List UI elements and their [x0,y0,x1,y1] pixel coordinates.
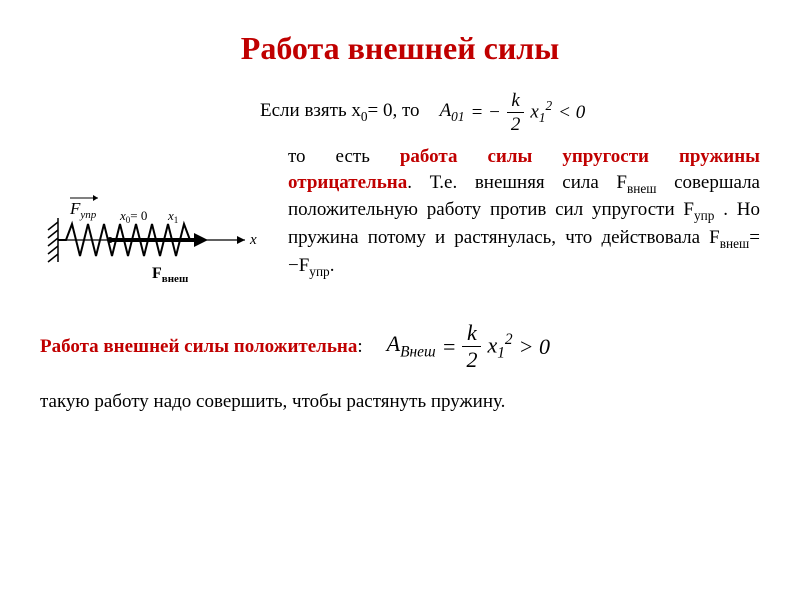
diagram-svg: x Fупр x0= 0 x1 Fвнеш [40,174,260,304]
conclusion-text: такую работу надо совершить, чтобы растя… [40,391,760,413]
eq-a01-A: A [440,100,452,121]
f-vnesh-label: Fвнеш [152,265,188,285]
p1e-sub: внеш [720,236,750,251]
lead-part1: Если взять x [260,100,361,121]
eq-av-den: 2 [462,349,481,371]
equation-a01: A01 = − k 2 x12 < 0 [440,91,586,134]
eq-a01-xvar: x [530,102,538,123]
eq-a01-xsup: 2 [545,98,552,113]
axis-label: x [249,232,257,248]
colon: : [357,336,362,357]
eq-av-xsup: 2 [505,331,513,348]
spring-diagram: x Fупр x0= 0 x1 Fвнеш [40,144,260,304]
x1-label: x1 [167,208,178,225]
eq-av-frac: k 2 [462,322,481,371]
eq-a01-x: x12 [530,98,552,126]
p1f-sub: упр [309,264,329,279]
lead-text: Если взять x0= 0, то [260,100,420,125]
p1g: . [330,255,335,276]
paragraph: то есть работа силы упругости пружины от… [288,144,760,304]
positive-work-row: Работа внешней силы положительна: AВнеш … [40,322,760,371]
eq-av-x: x12 [487,331,512,363]
eq-a01-frac: k 2 [507,91,525,134]
eq-a01-den: 2 [507,115,525,134]
eq-a01-cmp: < 0 [558,102,585,124]
eq-av-sub: Внеш [400,344,436,361]
force-arrowhead-icon [194,233,208,247]
p1c-sub: внеш [627,180,657,195]
wall-icon [48,218,58,262]
lead-sub: 0 [361,109,368,124]
page-title: Работа внешней силы [40,30,760,67]
eq-av-A: A [387,331,400,356]
origin-dot-icon [107,237,113,243]
lead-tail: = 0, то [368,100,420,121]
body-row: x Fупр x0= 0 x1 Fвнеш [40,144,760,304]
fracline-icon [507,112,525,113]
eq-av-xvar: x [487,332,497,357]
p1a: то есть [288,146,400,167]
positive-work-label: Работа внешней силы положительна: [40,336,363,358]
positive-work-text: Работа внешней силы положительна [40,336,357,357]
eq-av-num: k [463,322,481,344]
f-upr-label: Fупр [69,199,97,221]
eq-a01-lhs: A01 [440,100,465,125]
eq-av-lhs: AВнеш [387,331,436,361]
vector-bar-arrow-icon [93,195,98,201]
eq-a01-sub: 01 [451,109,464,124]
eq-av-cmp: > 0 [519,334,550,360]
eq-av-xsub: 1 [497,344,505,361]
lead-row: Если взять x0= 0, то A01 = − k 2 x12 < 0 [40,91,760,134]
eq-a01-num: k [507,91,523,110]
axis-arrowhead-icon [237,236,245,244]
equation-avnesh: AВнеш = k 2 x12 > 0 [387,322,550,371]
p1c: . Т.е. внешняя сила F [407,172,627,193]
eq-av-equals: = [442,334,457,360]
x0-label: x0= 0 [119,208,147,225]
eq-a01-equals: = − [470,102,500,124]
p1d-sub: упр [694,208,714,223]
